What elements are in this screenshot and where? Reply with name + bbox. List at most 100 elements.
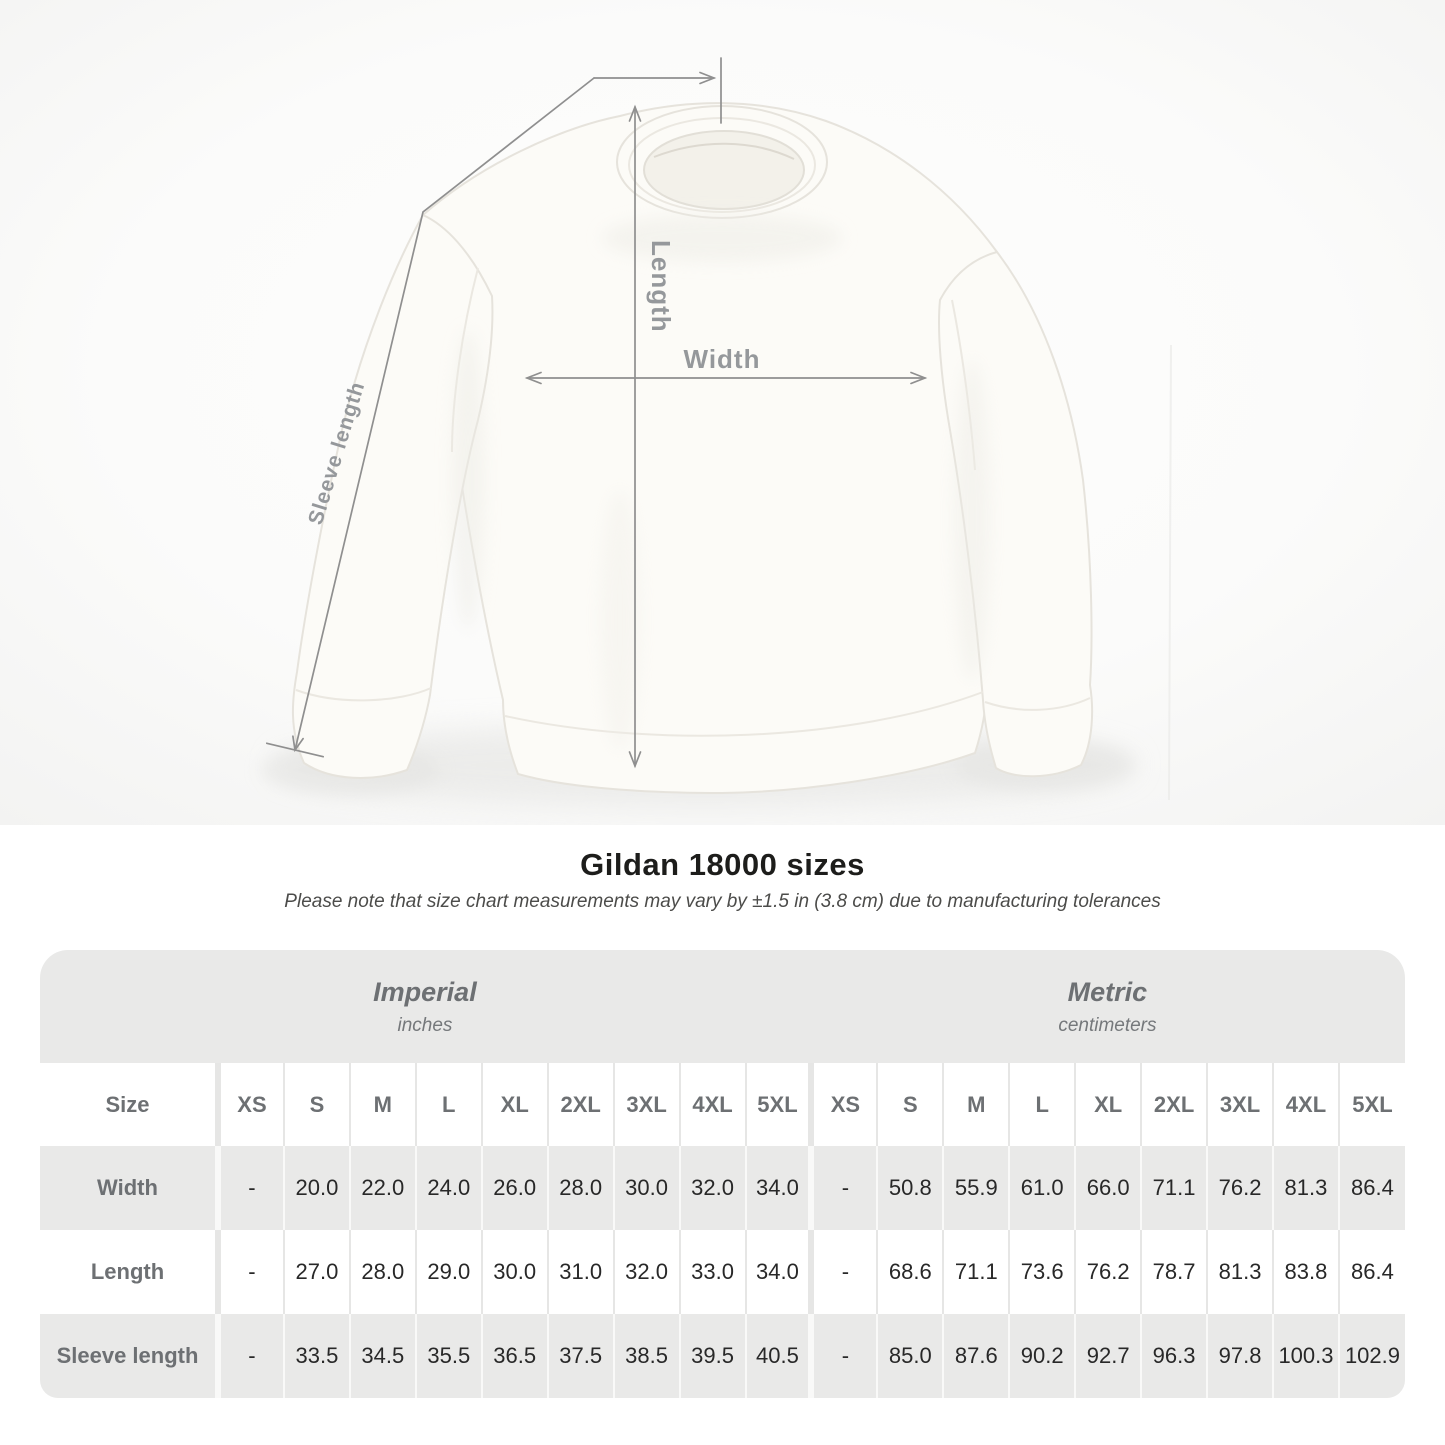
metric-unit: centimeters (1058, 1014, 1157, 1036)
size-header-imperial-2xl: 2XL (546, 1063, 614, 1146)
value-cell-imperial-xs: - (215, 1314, 284, 1398)
value-cell-metric-m: 55.9 (942, 1146, 1010, 1230)
sleeve-length-line (294, 77, 595, 751)
metric-title: Metric (1067, 976, 1148, 1007)
size-header-metric-2xl: 2XL (1140, 1063, 1208, 1146)
width-label: Width (684, 344, 761, 374)
size-header-row: Size XS S M L XL 2XL 3XL 4XL 5XL XS S M L XL 2XL 3XL 4XL 5… (40, 1063, 1405, 1146)
measurement-row-length: Length -27.0 28.0 29.0 30.0 31.0 32.0 33.0 34.0-… (40, 1230, 1405, 1314)
width-arrowhead-left (524, 371, 542, 385)
size-chart-body: Size XS S M L XL 2XL 3XL 4XL 5XL XS S M L XL 2XL 3XL 4XL 5… (40, 1063, 1405, 1398)
size-header-imperial-3xl: 3XL (612, 1063, 680, 1146)
value-cell-imperial-5xl: 34.0 (744, 1230, 812, 1314)
size-header-imperial-5xl: 5XL (744, 1063, 812, 1146)
sleeve-length-end-tick (265, 742, 325, 758)
value-cell-imperial-m: 34.5 (348, 1314, 416, 1398)
row-label: Length (90, 1259, 165, 1284)
value-cell-imperial-5xl: 34.0 (744, 1146, 812, 1230)
measurement-row-sleeve-length: Sleeve length -33.5 34.5 35.5 36.5 37.5 38.5 39… (40, 1314, 1405, 1398)
length-arrowhead-bottom (628, 751, 642, 769)
value-cell-metric-s: 85.0 (876, 1314, 944, 1398)
caption-block: Gildan 18000 sizes Please note that size… (0, 825, 1445, 913)
value-cell-imperial-l: 24.0 (414, 1146, 482, 1230)
value-cell-metric-3xl: 97.8 (1206, 1314, 1273, 1398)
imperial-title: Imperial (373, 976, 477, 1007)
row-label: Width (97, 1175, 158, 1200)
value-cell-imperial-2xl: 37.5 (546, 1314, 614, 1398)
value-cell-imperial-5xl: 40.5 (744, 1314, 812, 1398)
size-header-imperial-xs: XS (215, 1063, 284, 1146)
value-cell-imperial-2xl: 31.0 (546, 1230, 614, 1314)
value-cell-imperial-xl: 30.0 (480, 1230, 548, 1314)
size-header-metric-l: L (1008, 1063, 1076, 1146)
value-cell-metric-xs: - (808, 1230, 878, 1314)
size-header-imperial-m: M (348, 1063, 416, 1146)
size-header-imperial-l: L (414, 1063, 482, 1146)
size-header-imperial-s: S (282, 1063, 350, 1146)
value-cell-metric-3xl: 81.3 (1206, 1230, 1273, 1314)
value-cell-metric-2xl: 71.1 (1140, 1146, 1208, 1230)
backdrop-edge (1168, 344, 1172, 801)
value-cell-metric-xs: - (808, 1314, 878, 1398)
value-cell-imperial-m: 22.0 (348, 1146, 416, 1230)
value-cell-metric-5xl: 86.4 (1337, 1230, 1405, 1314)
width-arrowhead-right (910, 371, 928, 385)
value-cell-metric-4xl: 83.8 (1272, 1230, 1339, 1314)
value-cell-metric-5xl: 86.4 (1337, 1146, 1405, 1230)
value-cell-metric-m: 87.6 (942, 1314, 1010, 1398)
value-cell-imperial-xs: - (215, 1230, 284, 1314)
size-header-metric-xs: XS (808, 1063, 878, 1146)
value-cell-imperial-l: 29.0 (414, 1230, 482, 1314)
value-cell-metric-4xl: 81.3 (1272, 1146, 1339, 1230)
measurement-row-width: Width -20.0 22.0 24.0 26.0 28.0 30.0 32.0 34.0-5… (40, 1146, 1405, 1230)
value-cell-metric-4xl: 100.3 (1272, 1314, 1339, 1398)
value-cell-imperial-4xl: 39.5 (678, 1314, 746, 1398)
size-column-title: Size (105, 1091, 150, 1117)
size-header-metric-4xl: 4XL (1272, 1063, 1339, 1146)
value-cell-imperial-l: 35.5 (414, 1314, 482, 1398)
value-cell-metric-s: 68.6 (876, 1230, 944, 1314)
fabric-shading (452, 214, 990, 750)
size-chart-table: Imperial inches Metric centimeters Size X… (40, 950, 1405, 1398)
value-cell-metric-l: 61.0 (1008, 1146, 1076, 1230)
value-cell-metric-5xl: 102.9 (1337, 1314, 1405, 1398)
value-cell-metric-xl: 76.2 (1074, 1230, 1142, 1314)
value-cell-imperial-3xl: 38.5 (612, 1314, 680, 1398)
value-cell-imperial-4xl: 32.0 (678, 1146, 746, 1230)
size-header-metric-s: S (876, 1063, 944, 1146)
size-guide-illustration: Length Width Sleeve length (0, 0, 1445, 825)
value-cell-metric-2xl: 78.7 (1140, 1230, 1208, 1314)
imperial-unit: inches (397, 1014, 453, 1036)
size-header-metric-m: M (942, 1063, 1010, 1146)
length-label: Length (646, 240, 676, 333)
value-cell-imperial-2xl: 28.0 (546, 1146, 614, 1230)
page-title: Gildan 18000 sizes (580, 847, 865, 882)
value-cell-imperial-3xl: 32.0 (612, 1230, 680, 1314)
value-cell-metric-s: 50.8 (876, 1146, 944, 1230)
collar (616, 105, 828, 219)
value-cell-metric-xl: 66.0 (1074, 1146, 1142, 1230)
value-cell-imperial-s: 20.0 (282, 1146, 350, 1230)
value-cell-metric-l: 73.6 (1008, 1230, 1076, 1314)
imperial-header: Imperial inches (40, 950, 810, 1063)
value-cell-imperial-3xl: 30.0 (612, 1146, 680, 1230)
unit-system-band: Imperial inches Metric centimeters (40, 950, 1405, 1063)
size-header-imperial-4xl: 4XL (678, 1063, 746, 1146)
value-cell-imperial-xs: - (215, 1146, 284, 1230)
value-cell-metric-l: 90.2 (1008, 1314, 1076, 1398)
sweatshirt-measurement-diagram: Length Width Sleeve length (0, 0, 1445, 825)
value-cell-imperial-m: 28.0 (348, 1230, 416, 1314)
size-header-metric-5xl: 5XL (1337, 1063, 1405, 1146)
sweatshirt (291, 102, 1094, 794)
value-cell-metric-m: 71.1 (942, 1230, 1010, 1314)
value-cell-metric-2xl: 96.3 (1140, 1314, 1208, 1398)
row-label: Sleeve length (56, 1343, 199, 1368)
value-cell-imperial-4xl: 33.0 (678, 1230, 746, 1314)
size-header-metric-xl: XL (1074, 1063, 1142, 1146)
tolerance-note: Please note that size chart measurements… (284, 891, 1161, 912)
top-reference-arrowhead (699, 71, 717, 85)
value-cell-metric-xl: 92.7 (1074, 1314, 1142, 1398)
value-cell-imperial-s: 27.0 (282, 1230, 350, 1314)
measurement-annotations (265, 57, 928, 769)
